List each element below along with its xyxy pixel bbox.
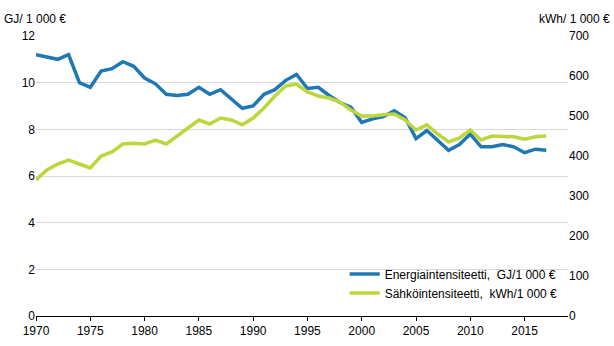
svg-text:200: 200	[569, 229, 589, 243]
svg-text:1985: 1985	[186, 324, 213, 338]
svg-text:8: 8	[28, 123, 35, 137]
svg-text:500: 500	[569, 109, 589, 123]
svg-text:2015: 2015	[511, 324, 538, 338]
svg-text:2005: 2005	[403, 324, 430, 338]
svg-text:2010: 2010	[457, 324, 484, 338]
svg-text:0: 0	[569, 309, 576, 323]
svg-text:1995: 1995	[294, 324, 321, 338]
svg-text:700: 700	[569, 29, 589, 43]
svg-text:100: 100	[569, 269, 589, 283]
svg-text:400: 400	[569, 149, 589, 163]
svg-text:2000: 2000	[348, 324, 375, 338]
svg-text:2: 2	[28, 263, 35, 277]
svg-text:kWh/ 1 000 €: kWh/ 1 000 €	[539, 12, 610, 26]
svg-text:1975: 1975	[77, 324, 104, 338]
svg-text:6: 6	[28, 169, 35, 183]
svg-text:600: 600	[569, 69, 589, 83]
svg-text:1970: 1970	[23, 324, 50, 338]
svg-text:300: 300	[569, 189, 589, 203]
svg-text:0: 0	[28, 309, 35, 323]
svg-text:1990: 1990	[240, 324, 267, 338]
svg-text:4: 4	[28, 216, 35, 230]
svg-text:Energiaintensiteetti, GJ/1 00: Energiaintensiteetti, GJ/1 000 €	[385, 268, 556, 282]
svg-text:GJ/ 1 000 €: GJ/ 1 000 €	[4, 12, 66, 26]
svg-text:1980: 1980	[131, 324, 158, 338]
svg-text:Sähköintensiteetti, kWh/1 000: Sähköintensiteetti, kWh/1 000 €	[385, 287, 557, 301]
svg-text:12: 12	[22, 29, 36, 43]
svg-text:10: 10	[22, 76, 36, 90]
